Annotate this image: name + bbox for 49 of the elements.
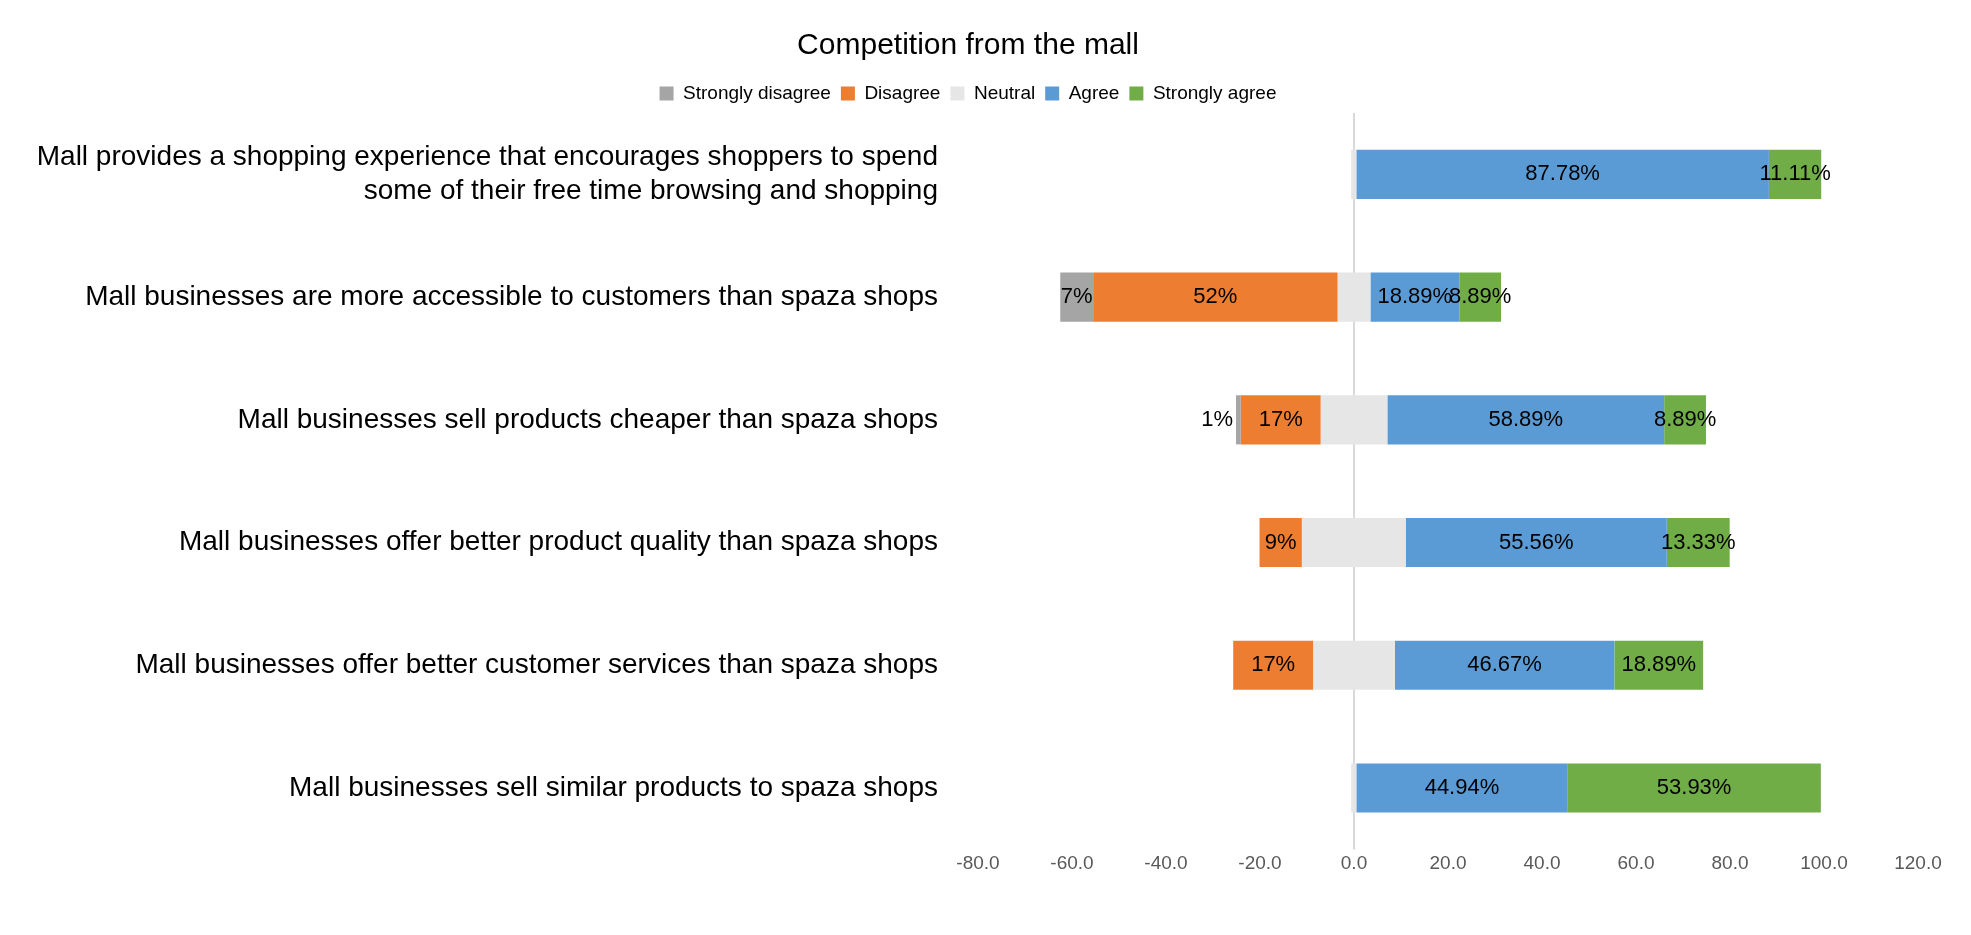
data-label: 46.67% — [1467, 651, 1542, 677]
data-label: 1% — [1201, 405, 1234, 431]
x-tick-label: -60.0 — [1050, 852, 1094, 874]
legend-label: Strongly agree — [1152, 81, 1277, 103]
data-label: 18.89% — [1621, 651, 1697, 677]
x-tick-label: 20.0 — [1429, 852, 1467, 874]
bar — [1351, 763, 1357, 813]
bar — [1351, 149, 1357, 199]
x-tick-label: 40.0 — [1523, 852, 1561, 874]
x-tick-label: 0.0 — [1340, 852, 1368, 874]
legend-label: Agree — [1068, 81, 1120, 103]
bar — [1240, 395, 1321, 445]
y-tick-label: Mall businesses offer better customer services than spaza shops — [135, 648, 938, 680]
bar — [1320, 395, 1388, 445]
bar — [1394, 640, 1615, 690]
bar — [1313, 640, 1395, 690]
y-tick-label: Mall businesses offer better product quality than spaza shops — [178, 525, 938, 557]
x-tick-label: 120.0 — [1894, 852, 1942, 874]
data-label: 55.56% — [1498, 528, 1574, 554]
x-tick-label: -80.0 — [956, 852, 1000, 874]
legend-label: Strongly disagree — [683, 81, 831, 103]
data-label: 53.93% — [1656, 774, 1732, 800]
data-label: 44.94% — [1424, 774, 1500, 800]
bar — [1567, 763, 1821, 813]
data-label: 9% — [1264, 528, 1297, 554]
data-label: 17% — [1251, 651, 1296, 677]
bar — [1093, 272, 1338, 322]
x-tick-label: 80.0 — [1711, 852, 1749, 874]
data-label: 58.89% — [1488, 405, 1564, 431]
y-tick-label: Mall businesses are more accessible to customers than spaza shops — [85, 279, 938, 311]
bar — [1356, 763, 1568, 813]
y-tick-label: Mall businesses sell products cheaper than spaza shops — [237, 402, 938, 434]
data-label: 52% — [1193, 283, 1238, 309]
data-label: 17% — [1258, 405, 1303, 431]
y-tick-label: Mall provides a shopping experience that encourages shoppers to spend some of their free time browsing and shopping — [36, 140, 938, 205]
x-tick-label: 60.0 — [1617, 852, 1655, 874]
legend-label: Disagree — [864, 81, 941, 103]
x-tick-label: -20.0 — [1238, 852, 1282, 874]
chart-title: Competition from the mall — [797, 27, 1139, 61]
bar — [1301, 518, 1406, 568]
x-tick-label: -40.0 — [1144, 852, 1188, 874]
bar — [1337, 272, 1371, 322]
bar — [1236, 395, 1241, 445]
data-label: 87.78% — [1525, 160, 1600, 186]
data-label: 7% — [1060, 283, 1093, 309]
x-tick-label: 100.0 — [1800, 852, 1848, 874]
y-tick-label: Mall businesses sell similar products to spaza shops — [289, 770, 938, 802]
bar — [1233, 640, 1314, 690]
legend-label: Neutral — [973, 81, 1036, 103]
